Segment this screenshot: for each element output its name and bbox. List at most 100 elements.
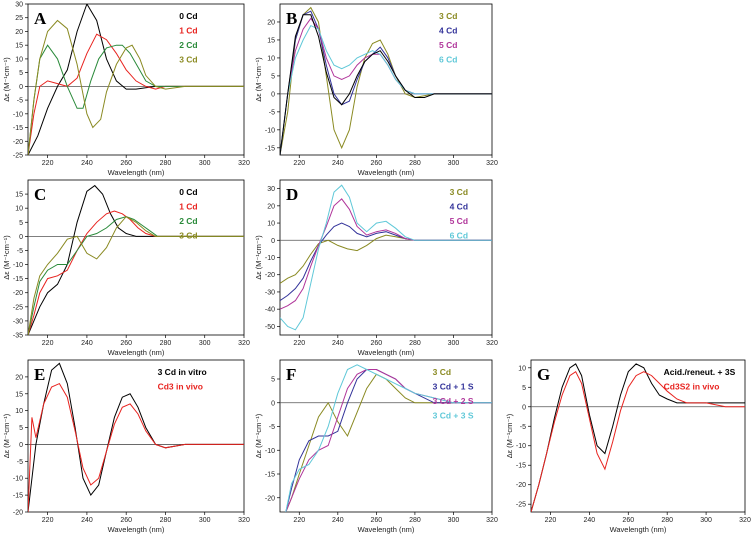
x-tick-label: 300 [700,517,712,524]
x-tick-label: 320 [238,340,250,347]
x-tick-label: 280 [160,517,172,524]
series-line-3-cd [28,19,244,155]
y-tick-label: 15 [15,192,23,199]
series-line-2-cd [28,44,244,155]
legend-entry: 6 Cd [439,55,457,65]
y-axis-label: Δε (M⁻¹cm⁻¹) [254,57,263,102]
legend-entry: 0 Cd [179,11,197,21]
y-tick-label: -10 [265,127,275,134]
y-tick-label: 20 [15,374,23,381]
y-tick-label: -10 [13,476,23,483]
y-tick-label: -35 [13,333,23,340]
chart-panel-D: 220 240 260 280 300 320 -50 -40 -30 -20 -10 0 10 20 30… [254,179,498,357]
legend-entry: Cd3S2 in vivo [664,382,720,392]
plot-frame [279,3,493,156]
y-tick-label: -5 [17,248,23,255]
x-tick-label: 260 [371,517,383,524]
chart-panel-G: 220 240 260 280 300 320 -25 -20 -15 -10 -5 0 5 10 Wave… [505,359,751,534]
y-tick-label: -25 [13,153,23,160]
y-axis-label: Δε (M⁻¹cm⁻¹) [2,57,11,102]
x-tick-label: 260 [622,517,634,524]
y-tick-label: 0 [19,84,23,91]
x-tick-label: 240 [332,517,344,524]
legend-entry: 3 Cd [433,367,451,377]
y-tick-label: 25 [15,15,23,22]
series-line-cd3-in-vivo [28,382,244,512]
legend-entry: 3 Cd in vitro [158,367,207,377]
y-tick-label: 5 [271,377,275,384]
legend-entry: 2 Cd [179,216,197,226]
y-tick-label: 20 [267,203,275,210]
series-line-acid-reneut-3s [531,363,745,512]
y-tick-label: 15 [15,391,23,398]
y-tick-label: -15 [516,463,526,470]
series-line-1-cd [28,210,244,335]
legend-entry: 1 Cd [179,26,197,36]
panel-label: F [286,365,296,384]
series-line-5-cd [280,17,492,155]
y-axis-label: Δε (M⁻¹cm⁻¹) [254,413,263,458]
x-tick-label: 280 [160,160,172,167]
x-tick-label: 240 [81,160,93,167]
y-tick-label: 10 [267,55,275,62]
legend-entry: 3 Cd + 3 S [433,411,474,421]
x-tick-label: 280 [409,340,421,347]
legend-entry: Cd3 in vivo [158,382,203,392]
series-line-extra-4 [280,14,492,155]
legend-entry: 3 Cd [179,55,197,65]
series-line-3-cd-3-s [285,364,492,512]
x-axis-label: Wavelength (nm) [108,348,165,357]
x-tick-label: 240 [332,340,344,347]
x-tick-label: 280 [409,160,421,167]
x-tick-label: 280 [661,517,673,524]
y-tick-label: -15 [13,125,23,132]
y-tick-label: 5 [522,385,526,392]
y-axis-label: Δε (M⁻¹cm⁻¹) [254,235,263,280]
y-tick-label: -20 [13,139,23,146]
legend-entry: 4 Cd [450,202,468,212]
x-tick-label: 320 [486,517,498,524]
y-tick-label: 0 [271,91,275,98]
y-tick-label: -5 [269,424,275,431]
x-tick-label: 300 [199,340,211,347]
x-tick-label: 260 [120,340,132,347]
y-tick-label: -10 [265,255,275,262]
x-tick-label: 260 [120,517,132,524]
y-tick-label: -20 [13,510,23,517]
y-tick-label: 5 [19,70,23,77]
x-axis-label: Wavelength (nm) [358,348,415,357]
legend-entry: 5 Cd [450,216,468,226]
y-axis-label: Δε (M⁻¹cm⁻¹) [2,413,11,458]
x-tick-label: 220 [42,340,54,347]
x-axis-label: Wavelength (nm) [108,525,165,534]
x-tick-label: 320 [486,160,498,167]
y-tick-label: -15 [265,145,275,152]
y-tick-label: -25 [13,304,23,311]
panel-label: E [34,365,45,384]
chart-panel-B: 220 240 260 280 300 320 -15 -10 -5 0 5 10 15 20 Wavele… [254,3,498,177]
y-tick-label: -40 [265,307,275,314]
x-tick-label: 240 [81,517,93,524]
x-tick-label: 220 [42,517,54,524]
x-axis-label: Wavelength (nm) [610,525,667,534]
legend-entry: 3 Cd + 2 S [433,396,474,406]
x-tick-label: 280 [409,517,421,524]
plot-frame [279,359,493,513]
y-tick-label: 0 [19,234,23,241]
y-tick-label: 15 [267,37,275,44]
y-tick-label: 10 [15,206,23,213]
x-tick-label: 300 [199,160,211,167]
x-tick-label: 320 [238,517,250,524]
y-tick-label: 10 [15,408,23,415]
y-tick-label: 20 [267,19,275,26]
y-tick-label: 10 [518,365,526,372]
plot-frame [27,179,245,336]
y-tick-label: -10 [13,111,23,118]
y-tick-label: -20 [265,495,275,502]
x-axis-label: Wavelength (nm) [358,168,415,177]
legend-entry: 0 Cd [179,187,197,197]
x-axis-label: Wavelength (nm) [358,525,415,534]
y-tick-label: 5 [19,220,23,227]
x-tick-label: 220 [42,160,54,167]
y-tick-label: -15 [13,493,23,500]
